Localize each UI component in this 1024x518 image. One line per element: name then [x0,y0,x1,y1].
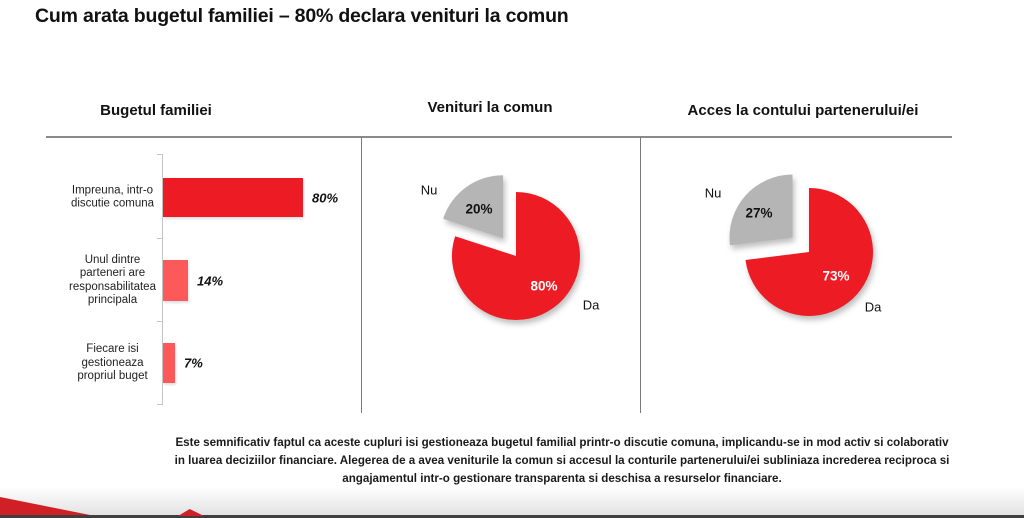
pie1-label-nu: Nu [420,182,438,198]
section-header-bugetul-familiei: Bugetul familiei [100,102,212,119]
value-label: 14% [197,273,224,288]
header-divider-line [46,136,952,138]
category-label: Fiecare isi gestioneaza propriul buget [77,342,148,382]
pie1-value-nu: 20% [465,201,493,217]
pie1-label-da: Da [582,297,600,313]
vertical-divider-2 [640,137,641,413]
pie2-value-nu: 27% [745,205,773,221]
section-header-venituri-la-comun: Venituri la comun [427,99,553,116]
decor-red-bump [178,509,204,516]
axis-tick [157,404,163,405]
bottom-dark-bar [0,515,1024,518]
pie2-label-nu: Nu [704,185,722,201]
footer-summary-text: Este semnificativ faptul ca aceste cuplu… [174,436,950,485]
pie2-value-da: 73% [822,268,850,284]
bottom-gradient-strip [0,487,1024,518]
axis-tick [157,238,163,239]
axis-tick [157,154,163,155]
value-label: 7% [184,355,203,371]
pie1-value-da: 80% [530,278,558,294]
category-label: Unul dintre parteneri are responsabilitate… [69,253,156,307]
bar-chart-axis [162,154,163,405]
value-label: 80% [312,190,339,205]
category-label: Impreuna, intr-o discutie comuna [70,184,155,210]
bar-fiecare [163,343,175,383]
section-header-acces-cont: Acces la contului partenerului/ei [687,102,919,119]
vertical-divider-1 [361,137,362,413]
bar-unul-dintre [163,260,188,301]
axis-tick [157,321,163,322]
slide-title: Cum arata bugetul familiei – 80% declara… [35,5,569,27]
pie2-label-da: Da [864,299,882,315]
bar-impreuna [163,178,303,217]
